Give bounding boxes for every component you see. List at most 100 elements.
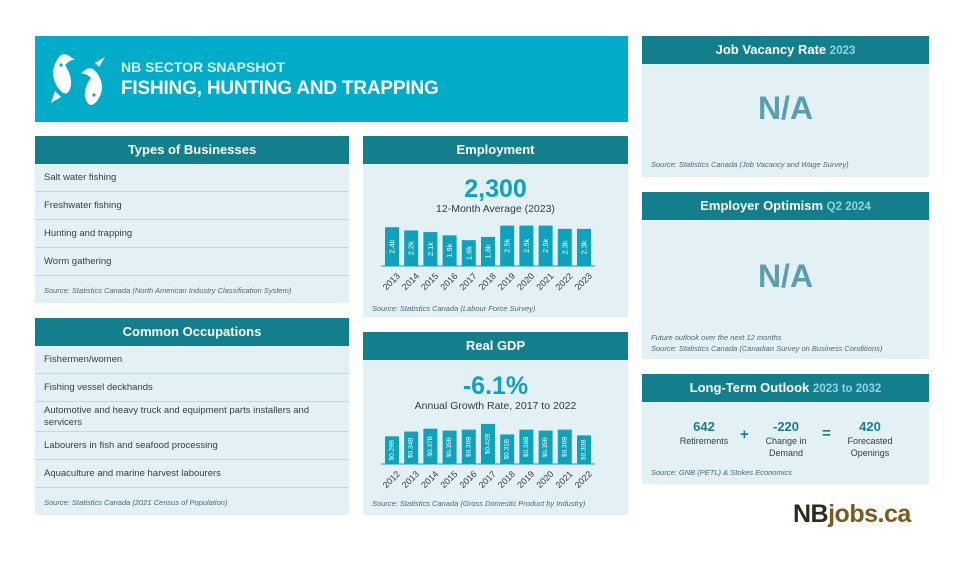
chart-bar [404, 230, 419, 266]
x-tick-label: 2012 [381, 469, 402, 490]
plus-sign: + [740, 426, 749, 443]
chart-bar [481, 423, 495, 464]
bar-data-label: $0.36B [561, 437, 568, 458]
employment-title: Employment [363, 136, 628, 164]
x-tick-label: 2015 [438, 469, 459, 490]
x-tick-label: 2017 [477, 469, 498, 490]
chart-bar [519, 429, 534, 464]
x-tick-label: 2016 [458, 469, 479, 490]
employment-panel: Employment 2,300 12-Month Average (2023)… [363, 136, 628, 317]
x-tick-label: 2021 [554, 469, 575, 490]
change-value: -220 [772, 419, 800, 434]
bar-data-label: $0.42B [485, 434, 492, 455]
x-tick-label: 2014 [419, 469, 440, 490]
chart-bar [461, 240, 476, 266]
source-note: Source: Statistics Canada (Job Vacancy a… [651, 160, 849, 169]
x-tick-label: 2020 [515, 271, 536, 292]
x-tick-label: 2017 [458, 271, 479, 292]
chart-bar [557, 228, 572, 266]
chart-bar [500, 434, 515, 464]
chart-bar [423, 232, 438, 266]
job-vacancy-value: N/A [757, 90, 814, 126]
bar-data-label: $0.35B [542, 437, 549, 458]
bar-data-label: $0.34B [408, 437, 415, 458]
bar-data-label: 1.8k [484, 244, 493, 258]
real-gdp-title: Real GDP [363, 332, 628, 360]
bar-data-label: $0.35B [446, 437, 453, 458]
chart-bar [500, 225, 515, 266]
bar-data-label: 2.5k [541, 238, 550, 252]
chart-bar [461, 429, 476, 464]
bar-data-label: $0.31B [504, 439, 511, 460]
chart-bar [538, 430, 553, 464]
types-of-businesses-panel: Types of Businesses Salt water fishing F… [35, 136, 349, 303]
bar-data-label: 2.5k [522, 238, 531, 252]
source-note: Source: Statistics Canada (Gross Domesti… [372, 499, 586, 508]
source-note: Source: Statistics Canada (North America… [44, 286, 292, 295]
occupation-list: Fishermen/women Fishing vessel deckhands… [35, 346, 349, 488]
nbjobs-logo[interactable]: NBjobs.ca [793, 500, 911, 529]
bar-data-label: 2.4k [388, 239, 397, 253]
types-of-businesses-title: Types of Businesses [35, 136, 349, 164]
retirements-value: 642 [693, 419, 715, 434]
x-tick-label: 2013 [381, 271, 402, 292]
list-item: Worm gathering [35, 248, 349, 276]
list-item: Fishing vessel deckhands [35, 374, 349, 402]
job-vacancy-title: Job Vacancy Rate 2023 [642, 36, 929, 64]
gdp-value: -6.1% [462, 372, 529, 400]
list-item: Hunting and trapping [35, 220, 349, 248]
x-tick-label: 2018 [477, 271, 498, 292]
list-item: Aquaculture and marine harvest labourers [35, 460, 349, 488]
bar-data-label: $0.30B [581, 439, 588, 460]
change-label: Change in Demand [765, 436, 807, 458]
logo-nb: NB [793, 500, 829, 528]
business-list: Salt water fishing Freshwater fishing Hu… [35, 164, 349, 276]
chart-bar [481, 236, 495, 266]
list-item: Freshwater fishing [35, 192, 349, 220]
common-occupations-title: Common Occupations [35, 318, 349, 346]
hero-banner: NB SECTOR SNAPSHOT FISHING, HUNTING AND … [35, 36, 628, 122]
hero-kicker: NB SECTOR SNAPSHOT [121, 59, 285, 75]
outlook-title-text: Long-Term Outlook [689, 380, 810, 395]
common-occupations-panel: Common Occupations Fishermen/women Fishi… [35, 318, 349, 515]
bar-data-label: 2.3k [580, 240, 589, 254]
openings-label: Forecasted Openings [847, 436, 893, 458]
list-item: Salt water fishing [35, 164, 349, 192]
job-vacancy-year: 2023 [829, 45, 856, 57]
x-tick-label: 2019 [515, 469, 536, 490]
job-vacancy-title-text: Job Vacancy Rate [715, 42, 827, 57]
list-item: Labourers in fish and seafood processing [35, 432, 349, 460]
job-vacancy-panel: Job Vacancy Rate 2023 N/A Source: Statis… [642, 36, 929, 177]
chart-bar [519, 225, 534, 266]
hero-title: FISHING, HUNTING AND TRAPPING [121, 78, 439, 99]
bar-data-label: $0.36B [523, 437, 530, 458]
gdp-chart: $0.29B 2012 $0.34B 2013 $0.37B 2014 $0.35B 2015… [381, 423, 595, 490]
gdp-caption: Annual Growth Rate, 2017 to 2022 [414, 400, 577, 412]
employment-caption: 12-Month Average (2023) [436, 203, 555, 215]
source-note: Source: Statistics Canada (Canadian Surv… [651, 344, 883, 353]
x-tick-label: 2015 [419, 271, 440, 292]
bar-data-label: 2.5k [503, 238, 512, 252]
real-gdp-panel: Real GDP -6.1% Annual Growth Rate, 2017 … [363, 332, 628, 515]
employment-value: 2,300 [464, 175, 527, 203]
fish-icon [51, 54, 105, 105]
x-tick-label: 2018 [496, 469, 517, 490]
x-tick-label: 2016 [438, 271, 459, 292]
bar-data-label: 2.2k [407, 241, 416, 255]
retirements-label: Retirements [679, 436, 729, 446]
bar-data-label: $0.29B [389, 440, 396, 461]
bar-data-label: 2.3k [560, 240, 569, 254]
employment-chart: 2.4k 2013 2.2k 2014 2.1k 2015 1.9k 2016 1.6k 2017… [381, 225, 595, 292]
bar-data-label: 1.9k [445, 243, 454, 257]
chart-bar [385, 436, 399, 464]
chart-bar [557, 429, 572, 464]
chart-bar [404, 431, 419, 464]
chart-bar [423, 428, 438, 464]
bar-data-label: 1.6k [464, 246, 473, 260]
outlook-period: 2023 to 2032 [812, 383, 882, 395]
logo-jobs: jobs.ca [828, 500, 911, 528]
x-tick-label: 2020 [534, 469, 555, 490]
source-note: Source: Statistics Canada (Labour Force … [372, 304, 536, 313]
employer-optimism-title: Employer Optimism Q2 2024 [642, 192, 929, 220]
employer-optimism-title-text: Employer Optimism [700, 198, 824, 213]
